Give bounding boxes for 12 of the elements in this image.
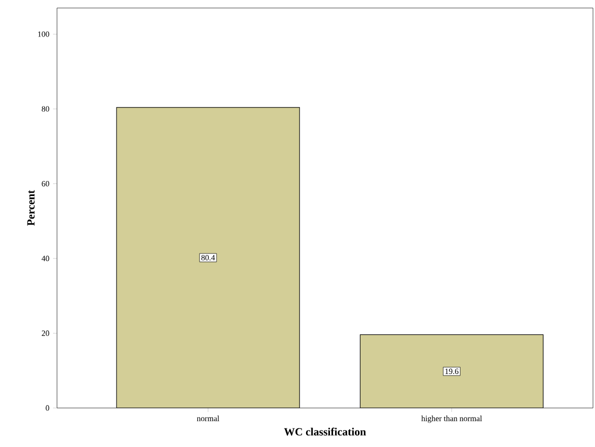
y-tick-label: 100 (38, 31, 50, 37)
y-tick-label: 60 (42, 180, 50, 186)
y-tick-label: 80 (42, 106, 50, 112)
data-label: 19.6 (445, 368, 458, 374)
y-tick-label: 40 (42, 256, 50, 262)
x-tick-label: normal (196, 416, 220, 422)
y-tick-label: 20 (42, 330, 50, 336)
x-axis-title: WC classification (284, 428, 366, 436)
x-tick-label: higher than normal (421, 416, 482, 423)
y-axis-title: Percent (27, 190, 35, 226)
data-label: 80.4 (201, 254, 215, 260)
y-tick-label: 0 (46, 405, 50, 411)
